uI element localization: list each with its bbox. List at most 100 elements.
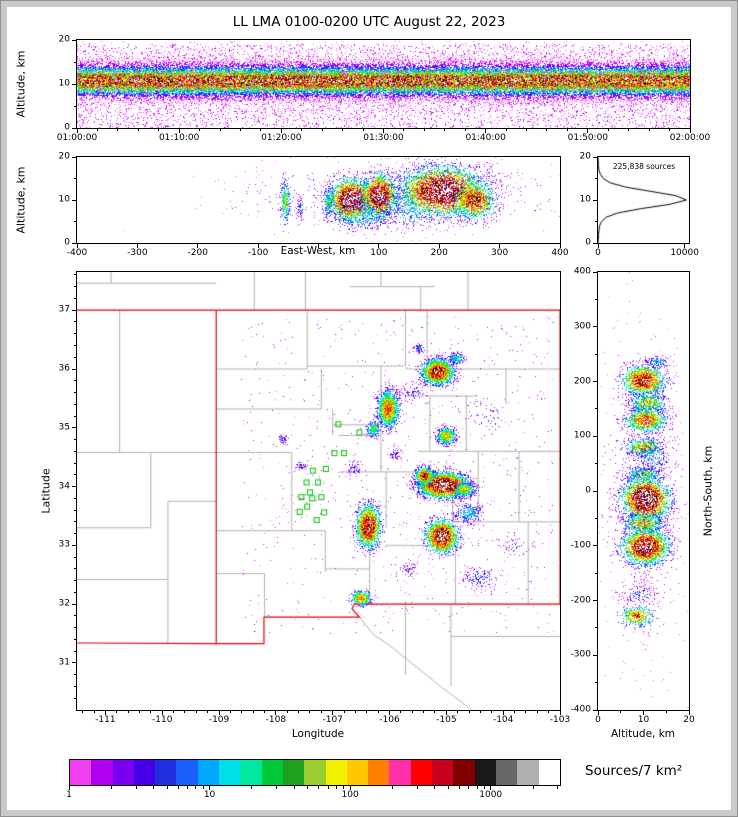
tick-mark — [593, 709, 597, 711]
tick-mark — [400, 711, 402, 713]
tick-mark — [434, 786, 436, 789]
tick-mark — [252, 711, 254, 713]
tick-mark — [378, 244, 380, 248]
tick-mark — [74, 674, 76, 676]
tick-mark — [342, 129, 344, 131]
tick-mark — [391, 786, 393, 789]
tick-mark — [110, 786, 112, 789]
east-west-ylabel: Altitude, km — [14, 166, 28, 234]
tick-mark — [72, 662, 76, 664]
tick-mark — [74, 333, 76, 335]
tick-mark — [383, 129, 384, 133]
tick-mark — [532, 786, 534, 789]
tick-mark — [593, 490, 597, 492]
tick-mark — [74, 533, 76, 535]
tick-mark — [264, 711, 266, 713]
tick-mark — [195, 711, 197, 713]
tick-mark — [195, 786, 197, 789]
tick-mark — [117, 129, 119, 131]
time-height-scatter-canvas — [77, 40, 690, 128]
tick-label: 1000 — [479, 790, 503, 800]
tick-label: -103 — [549, 715, 571, 725]
colorbar-cell — [304, 760, 326, 785]
colorbar-cell — [133, 760, 156, 785]
tick-mark — [307, 786, 309, 789]
tick-mark — [595, 517, 597, 519]
tick-mark — [96, 129, 98, 131]
tick-label: 31 — [58, 657, 70, 668]
tick-mark — [218, 711, 220, 715]
tick-mark — [332, 711, 334, 715]
tick-mark — [479, 711, 481, 713]
altitude-histogram-canvas — [598, 157, 689, 243]
tick-mark — [76, 244, 78, 248]
colorbar — [69, 759, 561, 786]
source-count-annotation: 225,838 sources — [612, 162, 676, 171]
tick-mark — [434, 711, 436, 713]
tick-mark — [459, 786, 461, 789]
colorbar-cell — [70, 760, 92, 785]
colorbar-cell — [197, 760, 220, 785]
tick-mark — [158, 129, 160, 131]
tick-mark — [595, 353, 597, 355]
tick-label: 20 — [579, 151, 591, 162]
tick-mark — [389, 711, 391, 715]
tick-mark — [239, 129, 241, 131]
tick-mark — [207, 711, 209, 713]
tick-mark — [153, 786, 155, 789]
panel-north-south — [597, 271, 690, 711]
tick-mark — [643, 711, 644, 715]
tick-mark — [74, 415, 76, 417]
tick-mark — [593, 654, 597, 656]
tick-mark — [607, 129, 609, 131]
tick-mark — [74, 638, 76, 640]
tick-mark — [177, 786, 179, 789]
colorbar-cell — [517, 760, 539, 785]
tick-mark — [74, 286, 76, 288]
tick-label: 10 — [58, 194, 70, 205]
tick-label: 0 — [64, 122, 70, 133]
ns-altitude-xlabel: Altitude, km — [610, 728, 676, 740]
tick-mark — [566, 129, 568, 131]
tick-label: 20 — [58, 151, 70, 162]
tick-mark — [593, 545, 597, 547]
tick-mark — [275, 711, 277, 715]
tick-mark — [74, 509, 76, 511]
tick-mark — [595, 463, 597, 465]
tick-mark — [74, 380, 76, 382]
tick-mark — [526, 129, 528, 131]
tick-mark — [595, 572, 597, 574]
tick-mark — [74, 356, 76, 358]
tick-mark — [593, 271, 597, 273]
tick-mark — [593, 199, 597, 201]
north-south-ylabel: North-South, km — [701, 445, 715, 537]
tick-mark — [301, 129, 303, 131]
tick-mark — [320, 711, 322, 713]
tick-mark — [173, 711, 175, 713]
tick-label: 0 — [585, 485, 591, 496]
tick-mark — [136, 244, 138, 248]
tick-label: 10 — [203, 790, 216, 800]
tick-mark — [321, 129, 323, 131]
tick-mark — [445, 711, 447, 715]
tick-mark — [595, 682, 597, 684]
tick-mark — [505, 129, 507, 131]
tick-mark — [72, 309, 76, 311]
tick-mark — [309, 711, 311, 713]
tick-mark — [514, 711, 516, 713]
tick-mark — [197, 244, 199, 248]
tick-mark — [74, 650, 76, 652]
colorbar-label: Sources/7 km² — [585, 763, 683, 779]
tick-label: -100 — [570, 540, 591, 551]
tick-mark — [74, 61, 76, 63]
colorbar-cell — [155, 760, 177, 785]
tick-mark — [327, 786, 329, 789]
tick-label: 36 — [58, 363, 70, 374]
tick-mark — [72, 427, 76, 429]
tick-label: 34 — [58, 481, 70, 492]
panel-east-west — [76, 156, 561, 244]
tick-label: 100 — [341, 790, 359, 800]
colorbar-cell — [325, 760, 347, 785]
tick-mark — [74, 274, 76, 276]
